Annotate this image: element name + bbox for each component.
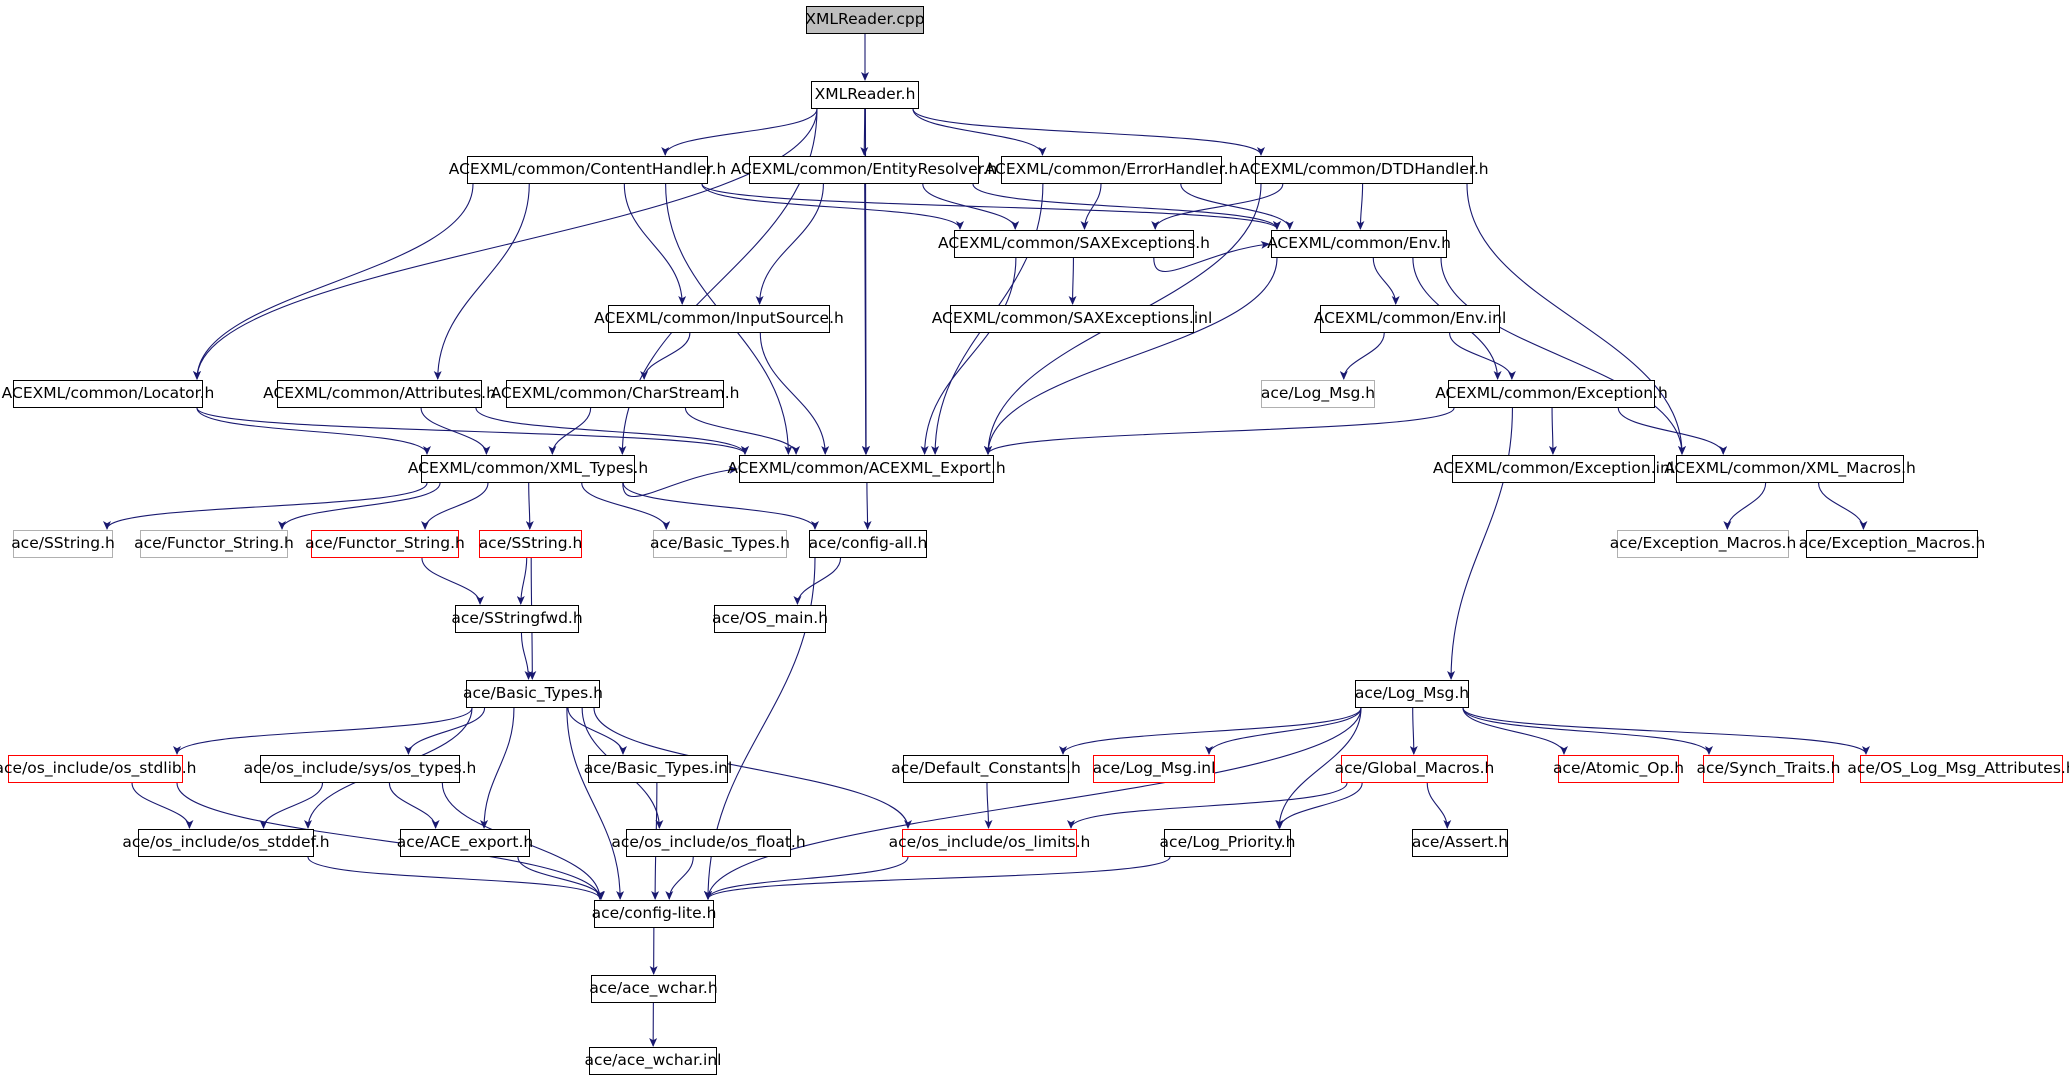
graph-node[interactable]: ace/os_include/os_float.h — [611, 829, 806, 857]
graph-node[interactable]: ACEXML/common/XML_Types.h — [408, 455, 648, 483]
graph-node[interactable]: ACEXML/common/Locator.h — [2, 380, 214, 408]
graph-node[interactable]: ACEXML/common/InputSource.h — [594, 305, 844, 333]
graph-node[interactable]: ACEXML/common/DTDHandler.h — [1239, 156, 1489, 184]
graph-node[interactable]: ace/Log_Msg.h — [1261, 380, 1375, 408]
graph-node[interactable]: ACEXML/common/ErrorHandler.h — [985, 156, 1238, 184]
graph-node[interactable]: ACEXML/common/ContentHandler.h — [449, 156, 726, 184]
graph-node[interactable]: ace/SString.h — [11, 530, 115, 558]
graph-node[interactable]: ace/Basic_Types.inl — [584, 755, 732, 783]
graph-node[interactable]: ace/os_include/sys/os_types.h — [244, 755, 476, 783]
graph-node[interactable]: ace/Atomic_Op.h — [1553, 755, 1684, 783]
graph-node[interactable]: ACEXML/common/Attributes.h — [263, 380, 496, 408]
graph-node[interactable]: ACEXML/common/SAXExceptions.inl — [932, 305, 1212, 333]
graph-node[interactable]: ACEXML/common/Env.inl — [1314, 305, 1506, 333]
graph-node[interactable]: XMLReader.h — [811, 81, 919, 109]
graph-node[interactable]: ace/Log_Priority.h — [1160, 829, 1295, 857]
graph-node[interactable]: ace/Synch_Traits.h — [1697, 755, 1841, 783]
graph-node[interactable]: ace/Functor_String.h — [134, 530, 294, 558]
graph-node[interactable]: ACEXML/common/XML_Macros.h — [1664, 455, 1916, 483]
graph-node[interactable]: ace/Log_Msg.inl — [1093, 755, 1215, 783]
graph-node[interactable]: ACEXML/common/SAXExceptions.h — [938, 230, 1210, 258]
graph-node[interactable]: ACEXML/common/EntityResolver.h — [731, 156, 997, 184]
graph-node[interactable]: ace/Default_Constants.h — [891, 755, 1081, 783]
graph-node[interactable]: ace/os_include/os_limits.h — [889, 829, 1090, 857]
graph-node[interactable]: ace/ace_wchar.inl — [585, 1047, 721, 1075]
graph-node[interactable]: ace/SStringfwd.h — [451, 605, 583, 633]
graph-node[interactable]: ace/ace_wchar.h — [589, 975, 718, 1003]
graph-node[interactable]: ace/Exception_Macros.h — [1799, 530, 1985, 558]
graph-node[interactable]: ace/Basic_Types.h — [463, 680, 603, 708]
graph-node[interactable]: ace/Log_Msg.h — [1355, 680, 1469, 708]
graph-node[interactable]: ace/config-all.h — [809, 530, 927, 558]
graph-node[interactable]: ACEXML/common/Env.h — [1267, 230, 1451, 258]
graph-node[interactable]: ace/os_include/os_stdlib.h — [0, 755, 197, 783]
graph-node[interactable]: ace/os_include/os_stddef.h — [122, 829, 330, 857]
graph-node[interactable]: ace/SString.h — [479, 530, 582, 558]
graph-node[interactable]: ace/Assert.h — [1412, 829, 1508, 857]
graph-node[interactable]: ACEXML/common/Exception.inl — [1433, 455, 1674, 483]
graph-node[interactable]: ace/Exception_Macros.h — [1610, 530, 1796, 558]
graph-node[interactable]: ace/config-lite.h — [592, 900, 716, 928]
graph-node[interactable]: ace/Functor_String.h — [305, 530, 465, 558]
graph-node[interactable]: ace/OS_Log_Msg_Attributes.h — [1847, 755, 2069, 783]
graph-node[interactable]: ace/Global_Macros.h — [1335, 755, 1494, 783]
graph-node[interactable]: ACEXML/common/ACEXML_Export.h — [727, 455, 1006, 483]
graph-node[interactable]: ace/OS_main.h — [712, 605, 828, 633]
graph-node[interactable]: ace/Basic_Types.h — [650, 530, 790, 558]
graph-node[interactable]: ACEXML/common/CharStream.h — [491, 380, 739, 408]
graph-node[interactable]: ace/ACE_export.h — [397, 829, 533, 857]
graph-node[interactable]: ACEXML/common/Exception.h — [1435, 380, 1668, 408]
graph-node[interactable]: XMLReader.cpp — [805, 6, 925, 34]
